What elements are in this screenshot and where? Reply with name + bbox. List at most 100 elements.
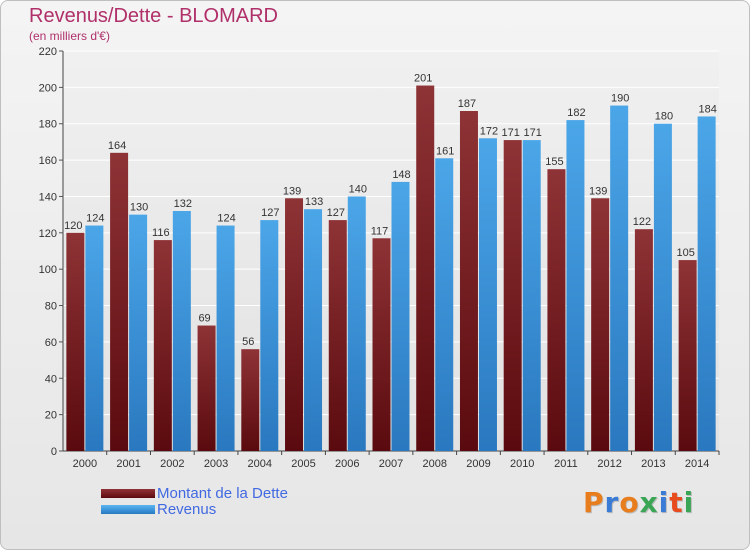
data-label-revenus: 182 — [567, 107, 585, 119]
legend: Montant de la Dette Revenus — [101, 485, 361, 518]
x-tick-label: 2005 — [291, 458, 315, 470]
data-label-revenus: 171 — [524, 127, 542, 139]
bar-dette — [241, 349, 260, 451]
x-tick-label: 2008 — [422, 458, 446, 470]
x-tick-label: 2010 — [510, 458, 534, 470]
data-label-revenus: 161 — [436, 145, 454, 157]
data-label-dette: 171 — [502, 127, 520, 139]
data-label-dette: 139 — [283, 185, 301, 197]
data-label-dette: 127 — [327, 207, 345, 219]
bar-revenus — [522, 140, 541, 451]
bar-dette — [459, 111, 478, 451]
bar-dette — [153, 240, 172, 451]
bar-revenus — [85, 225, 104, 451]
x-tick-label: 2003 — [204, 458, 228, 470]
y-tick-label: 180 — [39, 119, 57, 131]
bar-revenus — [435, 158, 454, 452]
bar-dette — [503, 140, 522, 451]
y-tick-label: 60 — [45, 337, 57, 349]
x-tick-label: 2006 — [335, 458, 359, 470]
bar-dette — [328, 220, 347, 451]
bar-dette — [110, 152, 129, 451]
data-label-dette: 201 — [414, 73, 432, 85]
bar-revenus — [391, 181, 410, 451]
bar-revenus — [216, 225, 235, 451]
logo-letter: i — [658, 486, 670, 519]
data-label-revenus: 190 — [611, 93, 629, 105]
chart-subtitle: (en milliers d'€) — [29, 29, 110, 43]
bar-dette — [197, 325, 216, 451]
data-label-dette: 105 — [676, 247, 694, 259]
data-label-revenus: 124 — [86, 213, 104, 225]
legend-label-revenus: Revenus — [157, 501, 217, 518]
x-tick-label: 2002 — [160, 458, 184, 470]
bar-revenus — [129, 214, 148, 451]
logo-letter: P — [583, 486, 605, 519]
y-tick-label: 160 — [39, 155, 57, 167]
y-tick-label: 40 — [45, 373, 57, 385]
bar-revenus — [566, 120, 585, 451]
x-tick-label: 2011 — [554, 458, 578, 470]
data-label-revenus: 132 — [174, 198, 192, 210]
y-tick-label: 120 — [39, 228, 57, 240]
x-tick-label: 2012 — [597, 458, 621, 470]
legend-item-revenus: Revenus — [101, 501, 361, 518]
data-label-dette: 164 — [108, 140, 126, 152]
bar-dette — [285, 198, 304, 451]
logo-letter: t — [669, 486, 684, 519]
y-tick-label: 80 — [45, 301, 57, 313]
data-label-dette: 69 — [198, 313, 210, 325]
logo-letter: o — [619, 486, 640, 519]
data-label-dette: 116 — [152, 227, 170, 239]
bar-dette — [66, 232, 85, 451]
data-label-revenus: 148 — [392, 169, 410, 181]
bar-revenus — [347, 196, 366, 451]
data-label-dette: 122 — [633, 216, 651, 228]
data-label-revenus: 172 — [480, 125, 498, 137]
y-tick-label: 100 — [39, 264, 57, 276]
bar-revenus — [697, 116, 716, 452]
y-tick-label: 200 — [39, 82, 57, 94]
data-label-dette: 56 — [242, 336, 254, 348]
x-tick-label: 2000 — [73, 458, 97, 470]
bar-dette — [634, 229, 653, 451]
bar-revenus — [610, 105, 629, 451]
bar-revenus — [304, 209, 323, 451]
bar-revenus — [172, 211, 191, 451]
data-label-dette: 187 — [458, 98, 476, 110]
legend-swatch-revenus — [101, 505, 155, 514]
bar-dette — [591, 198, 610, 451]
data-label-revenus: 130 — [130, 202, 148, 214]
logo-letter: r — [604, 486, 620, 519]
bar-revenus — [260, 220, 279, 451]
x-tick-label: 2009 — [466, 458, 490, 470]
data-label-revenus: 124 — [217, 213, 235, 225]
legend-label-dette: Montant de la Dette — [157, 485, 288, 502]
proxiti-logo: Proxiti — [583, 486, 694, 519]
y-tick-label: 140 — [39, 191, 57, 203]
logo-letter: i — [683, 486, 695, 519]
data-label-dette: 155 — [545, 156, 563, 168]
data-label-dette: 117 — [371, 225, 389, 237]
data-label-revenus: 140 — [349, 183, 367, 195]
bar-dette — [372, 238, 391, 451]
logo-letter: x — [639, 486, 659, 519]
data-label-revenus: 184 — [698, 103, 716, 115]
data-label-dette: 120 — [64, 220, 82, 232]
bar-dette — [678, 260, 697, 451]
x-tick-label: 2013 — [641, 458, 665, 470]
bar-revenus — [478, 138, 497, 452]
bar-dette — [416, 85, 435, 451]
data-label-revenus: 133 — [305, 196, 323, 208]
plot-area — [63, 51, 719, 451]
x-tick-label: 2001 — [116, 458, 140, 470]
data-label-revenus: 127 — [261, 207, 279, 219]
chart-title: Revenus/Dette - BLOMARD — [29, 5, 278, 27]
y-tick-label: 20 — [45, 410, 57, 422]
y-tick-label: 0 — [51, 446, 57, 458]
x-tick-label: 2004 — [248, 458, 272, 470]
bar-revenus — [653, 123, 672, 452]
x-tick-label: 2007 — [379, 458, 403, 470]
